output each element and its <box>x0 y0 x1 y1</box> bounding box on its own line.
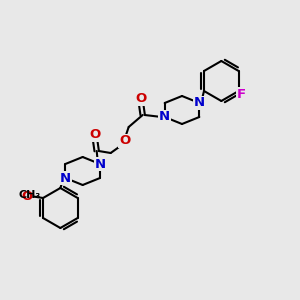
Text: O: O <box>119 134 130 148</box>
Text: O: O <box>89 128 100 142</box>
Text: N: N <box>94 158 106 170</box>
Text: N: N <box>194 97 205 110</box>
Text: F: F <box>237 88 246 100</box>
Text: N: N <box>60 172 71 184</box>
Text: O: O <box>135 92 146 106</box>
Text: CH₃: CH₃ <box>18 190 40 200</box>
Text: O: O <box>21 190 33 202</box>
Text: N: N <box>159 110 170 124</box>
